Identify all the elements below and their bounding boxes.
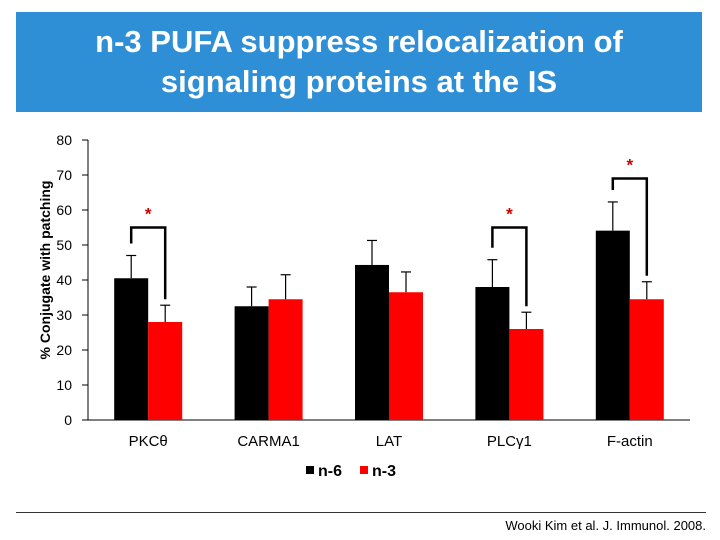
x-tick-label: CARMA1 bbox=[237, 433, 300, 450]
x-tick-label: PKCθ bbox=[129, 433, 168, 450]
bar-n-6-2 bbox=[355, 264, 389, 420]
citation: Wooki Kim et al. J. Immunol. 2008. bbox=[505, 518, 706, 533]
x-tick-label: F-actin bbox=[607, 433, 653, 450]
y-tick-label: 60 bbox=[56, 202, 72, 218]
y-tick-label: 10 bbox=[56, 377, 72, 393]
x-tick-label: LAT bbox=[376, 433, 402, 450]
y-tick-label: 70 bbox=[56, 167, 72, 183]
bar-n-3-4 bbox=[629, 299, 664, 420]
bar-n-6-0 bbox=[114, 278, 149, 420]
bar-n-3-1 bbox=[268, 299, 303, 420]
significance-star: * bbox=[506, 205, 513, 224]
bar-n-3-0 bbox=[148, 322, 183, 420]
bar-n-6-4 bbox=[595, 230, 630, 420]
y-tick-label: 40 bbox=[56, 272, 72, 288]
y-axis-title: % Conjugate with patching bbox=[37, 181, 53, 360]
y-tick-label: 0 bbox=[64, 412, 72, 428]
y-tick-label: 50 bbox=[56, 237, 72, 253]
legend-label-n-6: n-6 bbox=[318, 463, 342, 480]
significance-bracket bbox=[491, 226, 528, 307]
bar-n-6-1 bbox=[234, 306, 269, 420]
legend-label-n-3: n-3 bbox=[372, 463, 396, 480]
significance-bracket bbox=[129, 226, 167, 300]
footer-divider bbox=[16, 512, 706, 513]
slide-title: n-3 PUFA suppress relocalization of sign… bbox=[95, 24, 623, 99]
y-tick-label: 20 bbox=[56, 342, 72, 358]
bar-n-3-3 bbox=[509, 329, 544, 420]
title-banner: n-3 PUFA suppress relocalization of sign… bbox=[16, 12, 702, 112]
bar-n-3-2 bbox=[389, 292, 423, 420]
y-tick-label: 30 bbox=[56, 307, 72, 323]
significance-star: * bbox=[145, 205, 152, 224]
bar-n-6-3 bbox=[475, 287, 510, 420]
legend-swatch-n-3 bbox=[360, 466, 368, 474]
y-tick-label: 80 bbox=[56, 132, 72, 148]
legend-swatch-n-6 bbox=[306, 466, 314, 474]
significance-bracket bbox=[611, 177, 649, 276]
significance-star: * bbox=[626, 156, 633, 175]
x-tick-label: PLCγ1 bbox=[487, 433, 532, 450]
